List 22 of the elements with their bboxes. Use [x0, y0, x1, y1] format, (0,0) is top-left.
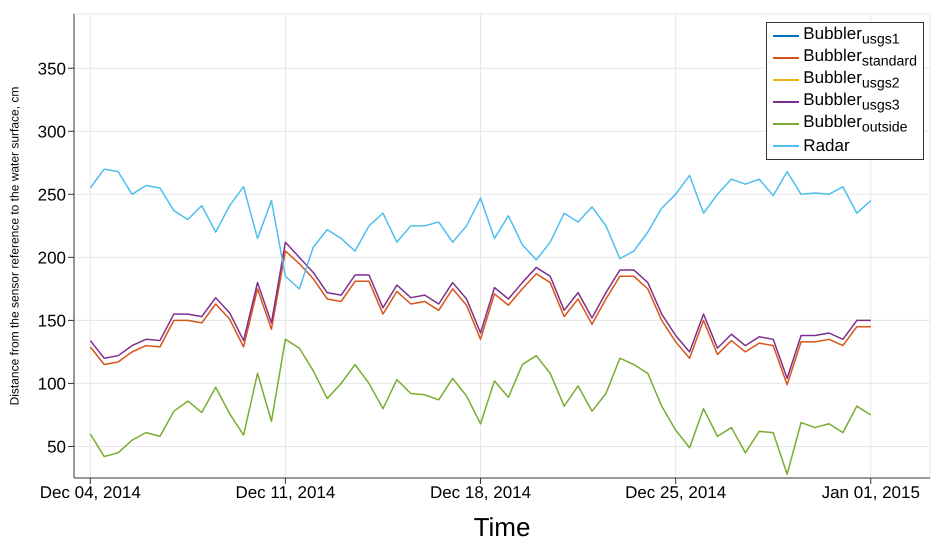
legend-label: Bubbler$_{usgs2}$ — [803, 68, 900, 92]
x-tick-label: Dec 18, 2014 — [430, 483, 532, 502]
y-tick-label: 150 — [38, 311, 66, 330]
y-tick-label: 300 — [38, 122, 66, 142]
y-axis-title: Distance from the sensor reference to the water surface, cm — [7, 86, 22, 406]
legend-label: Bubbler$_{standard}$ — [803, 46, 917, 70]
legend-label: Radar — [803, 136, 850, 156]
legend-label: Bubbler$_{outside}$ — [803, 112, 908, 136]
y-tick-label: 200 — [38, 248, 66, 268]
legend-label: Bubbler$_{usgs3}$ — [803, 90, 900, 114]
y-tick-label: 250 — [38, 185, 66, 204]
x-tick-label: Jan 01, 2015 — [822, 483, 920, 502]
line-series — [90, 168, 872, 290]
x-tick-label: Dec 25, 2014 — [625, 483, 726, 502]
y-tick-label: 100 — [38, 374, 66, 394]
y-tick-label: 50 — [47, 438, 66, 457]
x-axis-title: Time — [474, 512, 530, 542]
x-tick-label: Dec 04, 2014 — [40, 483, 141, 502]
y-tick-label: 350 — [38, 59, 66, 78]
legend-label: Bubbler$_{usgs1}$ — [803, 24, 900, 48]
line-series — [90, 338, 872, 475]
x-tick-label: Dec 11, 2014 — [235, 483, 336, 502]
